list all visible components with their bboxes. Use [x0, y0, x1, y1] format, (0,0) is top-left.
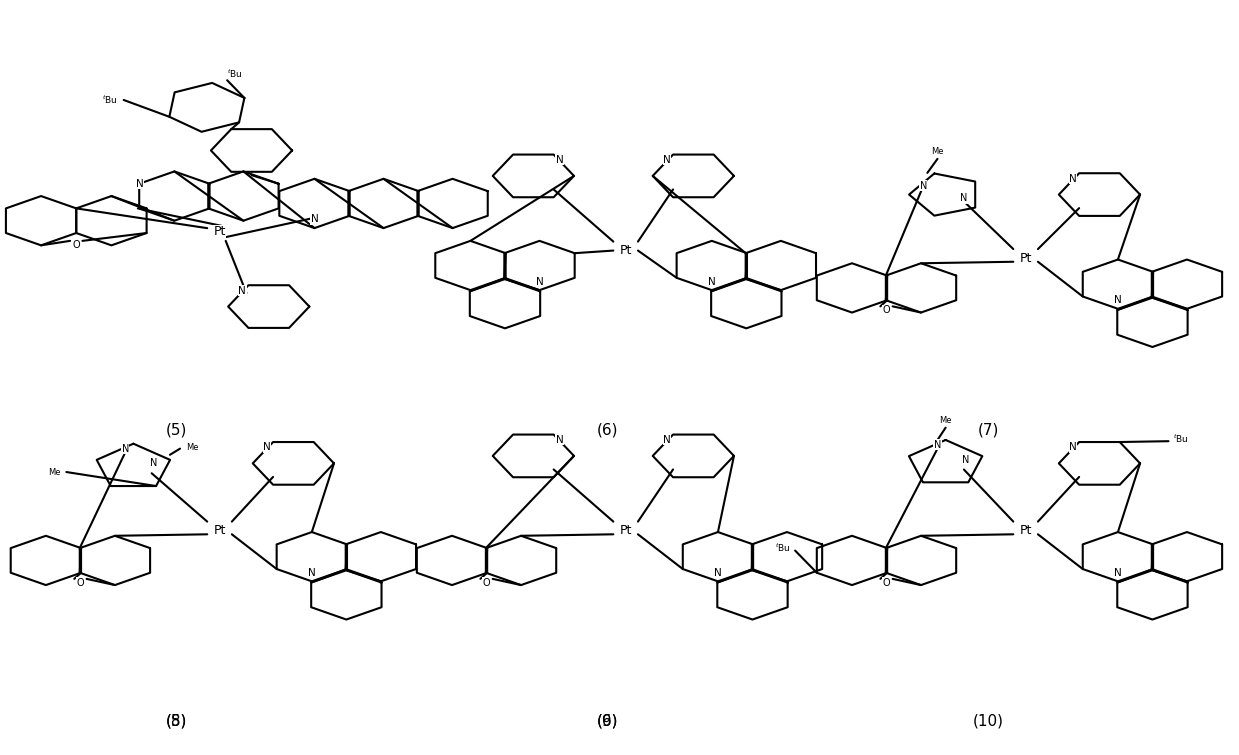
Text: N: N: [1069, 442, 1077, 452]
Text: N: N: [934, 440, 942, 450]
Text: N: N: [136, 179, 144, 189]
Text: Pt: Pt: [620, 524, 632, 537]
Text: O: O: [882, 578, 891, 587]
Text: $^t$Bu: $^t$Bu: [776, 542, 790, 554]
Text: Pt: Pt: [1020, 524, 1032, 537]
Text: Pt: Pt: [213, 524, 225, 537]
Text: N: N: [238, 285, 247, 295]
Text: Me: Me: [932, 147, 944, 156]
Text: N: N: [556, 435, 564, 445]
Text: (5): (5): [166, 422, 187, 437]
Text: Pt: Pt: [1020, 251, 1032, 264]
Text: N: N: [963, 455, 970, 464]
Text: O: O: [72, 240, 81, 251]
Text: $^t$Bu: $^t$Bu: [1172, 433, 1188, 445]
Text: N: N: [263, 442, 271, 452]
Text: N: N: [1114, 568, 1121, 578]
Text: N: N: [1114, 295, 1121, 305]
Text: N: N: [150, 458, 157, 468]
Text: (5): (5): [166, 713, 187, 729]
Text: N: N: [556, 155, 564, 165]
Text: O: O: [77, 578, 84, 587]
Text: (9): (9): [596, 713, 618, 729]
Text: N: N: [1069, 174, 1077, 183]
Text: (7): (7): [978, 422, 1000, 437]
Text: (10): (10): [973, 713, 1004, 729]
Text: (6): (6): [596, 713, 618, 729]
Text: N: N: [714, 568, 722, 578]
Text: (6): (6): [596, 422, 618, 437]
Text: Pt: Pt: [620, 244, 632, 257]
Text: $^t$Bu: $^t$Bu: [227, 68, 243, 80]
Text: N: N: [919, 181, 927, 191]
Text: Me: Me: [48, 467, 61, 476]
Text: N: N: [311, 214, 318, 224]
Text: N: N: [663, 435, 670, 445]
Text: N: N: [309, 568, 316, 578]
Text: Pt: Pt: [213, 226, 225, 239]
Text: N: N: [960, 193, 968, 203]
Text: (8): (8): [166, 713, 187, 729]
Text: N: N: [121, 444, 129, 454]
Text: N: N: [663, 155, 670, 165]
Text: $^t$Bu: $^t$Bu: [102, 94, 118, 106]
Text: Me: Me: [939, 416, 952, 425]
Text: N: N: [707, 276, 716, 286]
Text: Me: Me: [186, 443, 198, 452]
Text: O: O: [882, 305, 891, 315]
Text: N: N: [535, 276, 544, 286]
Text: O: O: [483, 578, 491, 587]
